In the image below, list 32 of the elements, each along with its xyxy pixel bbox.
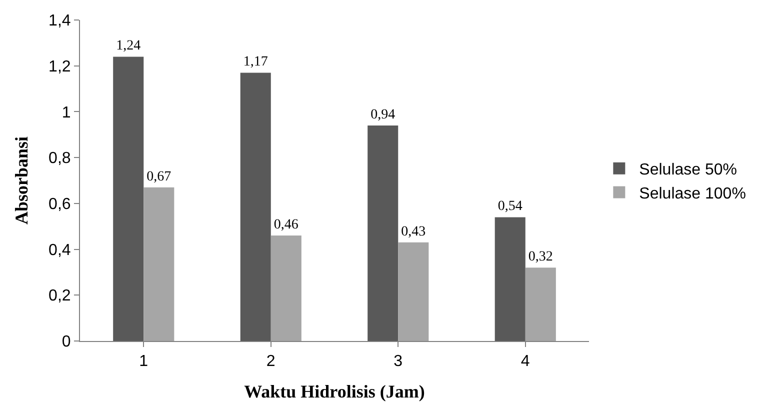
y-tick-label: 0 bbox=[62, 334, 71, 351]
data-label: 0,46 bbox=[274, 218, 298, 233]
y-tick-label: 1,2 bbox=[48, 58, 71, 76]
bar bbox=[398, 242, 429, 341]
y-tick-label: 0,6 bbox=[48, 196, 71, 214]
x-tick-label: 4 bbox=[520, 353, 530, 370]
data-label: 0,54 bbox=[498, 199, 522, 214]
data-label: 0,32 bbox=[528, 250, 553, 265]
bar bbox=[494, 217, 526, 341]
x-tick-label: 1 bbox=[139, 353, 148, 370]
bar bbox=[113, 56, 144, 341]
bar bbox=[144, 187, 174, 341]
bar bbox=[525, 268, 556, 341]
y-tick-label: 1,4 bbox=[48, 12, 71, 30]
x-axis-title: Waktu Hidrolisis (Jam) bbox=[244, 381, 425, 402]
y-tick-label: 1 bbox=[62, 104, 71, 122]
bar bbox=[240, 72, 271, 341]
y-axis-title: Absorbansi bbox=[12, 136, 32, 225]
x-tick-label: 2 bbox=[266, 353, 276, 370]
data-label: 0,43 bbox=[401, 224, 426, 240]
legend-label: Selulase 100% bbox=[639, 185, 746, 202]
x-tick-label: 3 bbox=[394, 353, 403, 370]
bar bbox=[368, 125, 398, 341]
data-label: 1,17 bbox=[243, 54, 268, 70]
data-label: 0,94 bbox=[370, 107, 396, 122]
y-tick-label: 0,8 bbox=[48, 150, 71, 168]
legend-label: Selulase 50% bbox=[639, 162, 738, 179]
bar bbox=[270, 236, 302, 341]
y-tick-label: 0,2 bbox=[48, 288, 71, 305]
y-tick-label: 0,4 bbox=[48, 242, 71, 259]
data-label: 1,24 bbox=[116, 38, 141, 54]
data-label: 0,67 bbox=[146, 169, 172, 184]
